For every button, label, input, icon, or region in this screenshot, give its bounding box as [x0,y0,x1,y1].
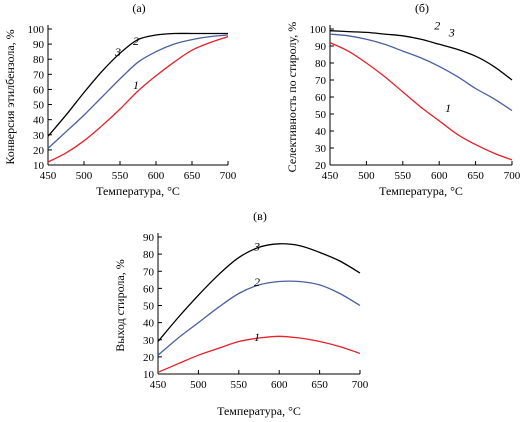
series-line-3 [329,30,513,81]
series-line-3 [157,243,361,342]
series-label: 3 [448,25,455,39]
y-tick-label: 60 [33,84,45,96]
y-tick-label: 90 [143,232,155,244]
y-tick-label: 80 [33,54,45,66]
x-tick-label: 700 [220,170,237,182]
y-tick-label: 40 [315,126,327,138]
y-tick-label: 30 [143,335,155,347]
y-tick-label: 100 [310,24,327,36]
x-tick-label: 700 [352,379,369,391]
chart-title: (а) [132,1,145,15]
y-tick-label: 50 [143,301,155,313]
y-axis-label: Конверсия этилбензола, % [3,29,17,164]
x-tick-label: 650 [184,170,201,182]
y-tick-label: 90 [33,39,45,51]
y-tick-label: 60 [143,283,155,295]
y-tick-label: 70 [315,75,327,87]
x-tick-label: 700 [504,170,521,182]
x-axis-label: Температура, °C [217,404,301,418]
series-label: 1 [254,330,260,344]
series-line-2 [329,33,513,112]
y-tick-label: 100 [28,24,45,36]
chart-title: (б) [415,1,429,15]
x-tick-label: 450 [150,379,167,391]
y-tick-label: 40 [33,115,45,127]
y-tick-label: 20 [143,352,155,364]
y-tick-label: 10 [33,160,45,172]
y-tick-label: 80 [315,58,327,70]
x-tick-label: 600 [431,170,448,182]
series-line-1 [47,35,229,163]
x-tick-label: 500 [76,170,93,182]
y-tick-label: 20 [33,145,45,157]
series-label: 2 [434,18,440,32]
x-tick-label: 600 [148,170,165,182]
y-tick-label: 40 [143,318,155,330]
y-tick-label: 30 [33,130,45,142]
x-axis-label: Температура, °C [96,184,180,198]
x-tick-label: 550 [395,170,412,182]
y-axis-label: Селективность по стиролу, % [285,22,299,173]
series-line-1 [157,335,361,373]
x-axis-label: Температура, °C [379,184,463,198]
x-tick-label: 600 [271,379,288,391]
y-tick-label: 20 [315,160,327,172]
y-tick-label: 70 [143,266,155,278]
series-label: 2 [254,275,260,289]
x-tick-label: 650 [311,379,328,391]
x-tick-label: 500 [190,379,207,391]
y-tick-label: 30 [315,143,327,155]
y-tick-label: 50 [33,100,45,112]
series-line-1 [329,42,513,161]
chart-1: 20 30 40 50 60 70 80 90 100 450 500 550 600 650 700 (б)… [285,1,521,198]
series-label: 3 [114,45,121,59]
series-line-2 [47,34,229,149]
y-tick-label: 60 [315,92,327,104]
chart-2: 10 20 30 40 50 60 70 80 90 450 500 550 600 650 700 (в) Т… [113,209,369,418]
series-line-3 [47,32,228,137]
x-tick-label: 450 [40,170,57,182]
series-label: 1 [133,78,139,92]
y-axis-label: Выход стирола, % [113,259,127,352]
series-line-2 [157,280,361,356]
x-tick-label: 450 [322,170,339,182]
chart-title: (в) [253,209,267,223]
chart-0: 10 20 30 40 50 60 70 80 90 100 450 500 550 600 650 700 (… [3,1,237,198]
y-tick-label: 70 [33,69,45,81]
y-tick-label: 90 [315,41,327,53]
x-tick-label: 650 [467,170,484,182]
y-tick-label: 80 [143,249,155,261]
x-tick-label: 500 [358,170,375,182]
x-tick-label: 550 [112,170,129,182]
series-label: 1 [445,101,451,115]
series-label: 3 [253,239,260,253]
y-tick-label: 10 [143,369,155,381]
y-tick-label: 50 [315,109,327,121]
x-tick-label: 550 [231,379,248,391]
